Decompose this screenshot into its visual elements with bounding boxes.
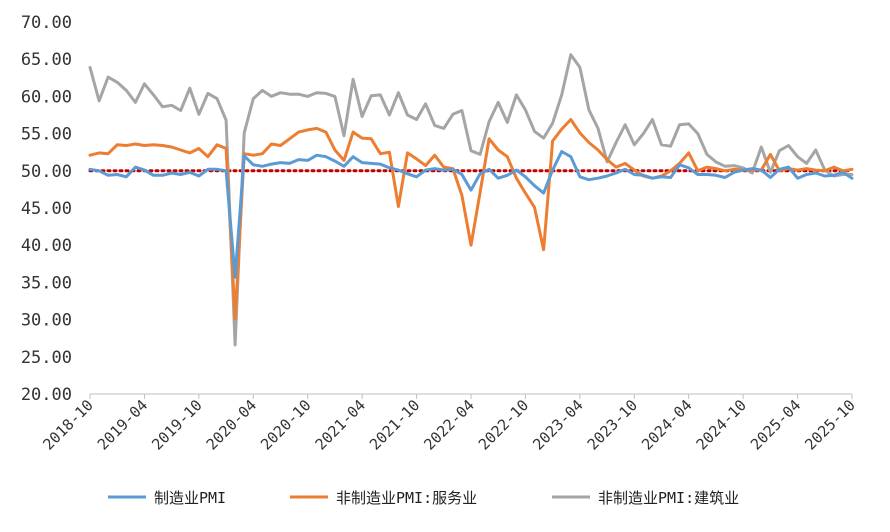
x-tick-label: 2019-04 — [94, 396, 151, 453]
legend-label-1: 非制造业PMI:服务业 — [336, 489, 477, 507]
y-tick-label: 30.00 — [21, 311, 72, 331]
x-tick-label: 2023-10 — [584, 396, 641, 453]
x-tick-label: 2023-04 — [529, 396, 586, 453]
x-tick-label: 2025-04 — [747, 396, 804, 453]
x-tick-label: 2021-10 — [366, 396, 423, 453]
x-tick-label: 2019-10 — [148, 396, 205, 453]
y-tick-label: 20.00 — [21, 385, 72, 405]
y-tick-label: 70.00 — [21, 13, 72, 33]
y-tick-label: 45.00 — [21, 199, 72, 219]
legend: 制造业PMI 非制造业PMI:服务业 非制造业PMI:建筑业 — [108, 489, 739, 507]
x-tick-label: 2024-04 — [638, 396, 695, 453]
x-tick-label: 2025-10 — [801, 396, 858, 453]
series-line-0 — [88, 150, 854, 279]
y-axis-ticks: 70.00 65.00 60.00 55.00 50.00 45.00 40.00 35.00… — [21, 13, 72, 405]
y-tick-label: 35.00 — [21, 273, 72, 293]
series-lines — [88, 53, 854, 347]
x-tick-label: 2022-04 — [420, 396, 477, 453]
series-line-2 — [88, 53, 854, 347]
y-tick-label: 40.00 — [21, 236, 72, 256]
series-line-1 — [88, 118, 854, 321]
y-tick-label: 25.00 — [21, 348, 72, 368]
y-tick-label: 65.00 — [21, 50, 72, 70]
legend-label-2: 非制造业PMI:建筑业 — [598, 489, 739, 507]
y-tick-label: 50.00 — [21, 162, 72, 182]
y-tick-label: 55.00 — [21, 125, 72, 145]
x-tick-label: 2020-10 — [257, 396, 314, 453]
legend-label-0: 制造业PMI — [154, 489, 226, 507]
x-axis-ticks: 2018-102019-042019-102020-042020-102021-… — [39, 394, 859, 454]
x-tick-label: 2024-10 — [693, 396, 750, 453]
x-tick-label: 2020-04 — [203, 396, 260, 453]
x-tick-label: 2021-04 — [312, 396, 369, 453]
x-tick-label: 2022-10 — [475, 396, 532, 453]
y-tick-label: 60.00 — [21, 87, 72, 107]
